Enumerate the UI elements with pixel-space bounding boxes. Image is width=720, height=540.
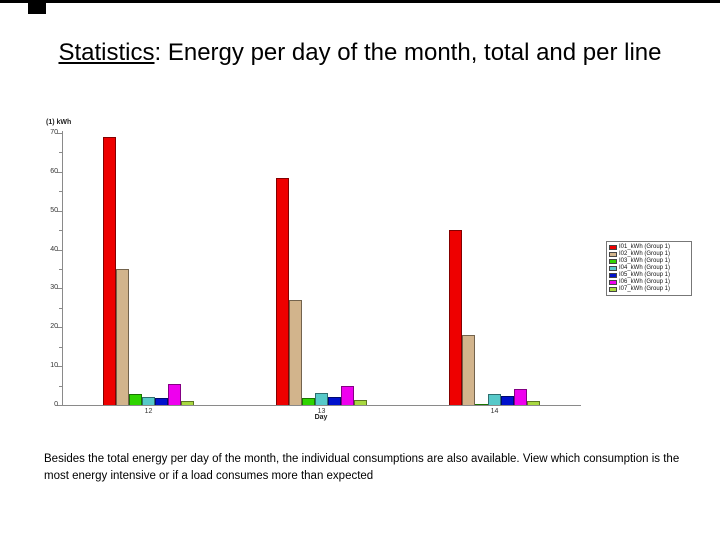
legend-item: I03_kWh (Group 1) xyxy=(609,258,689,265)
legend-label: I07_kWh (Group 1) xyxy=(619,286,671,292)
y-tick-label: 0 xyxy=(54,401,58,408)
legend-item: I02_kWh (Group 1) xyxy=(609,251,689,258)
x-axis-title: Day xyxy=(314,414,328,421)
y-tick-label: 60 xyxy=(50,167,58,175)
y-tick-label: 70 xyxy=(50,129,58,136)
bar xyxy=(142,396,155,405)
legend-label: I06_kWh (Group 1) xyxy=(619,279,671,285)
bar xyxy=(501,396,514,405)
y-minor-tick xyxy=(59,230,62,232)
bar xyxy=(302,397,315,405)
legend-label: I04_kWh (Group 1) xyxy=(619,265,671,271)
y-major-tick xyxy=(57,327,62,329)
legend-label: I05_kWh (Group 1) xyxy=(619,272,671,278)
caption-text: Besides the total energy per day of the … xyxy=(44,453,680,482)
y-axis-line xyxy=(62,131,63,406)
legend-label: I03_kWh (Group 1) xyxy=(619,258,671,264)
bar xyxy=(181,401,194,405)
legend-item: I01_kWh (Group 1) xyxy=(609,244,689,251)
y-minor-tick xyxy=(59,346,62,348)
bar xyxy=(475,403,488,405)
bar xyxy=(354,400,367,405)
legend-swatch xyxy=(609,273,617,278)
y-tick-label: 40 xyxy=(50,245,58,253)
legend-swatch xyxy=(609,245,617,250)
legend-swatch xyxy=(609,259,617,264)
y-minor-tick xyxy=(59,269,62,270)
corner-mark xyxy=(28,3,46,14)
bar xyxy=(449,230,462,405)
y-major-tick xyxy=(57,133,62,134)
slide-title: Statistics: Energy per day of the month,… xyxy=(50,36,670,70)
legend-item: I04_kWh (Group 1) xyxy=(609,265,689,272)
bar xyxy=(289,300,302,405)
bar xyxy=(315,392,328,405)
slide-top-border xyxy=(0,0,720,3)
x-tick-label: 13 xyxy=(317,408,326,415)
y-major-tick xyxy=(57,171,62,173)
bar xyxy=(155,397,168,405)
y-tick-label: 50 xyxy=(50,206,58,214)
y-tick-label: 30 xyxy=(50,284,58,292)
bar xyxy=(488,394,501,405)
legend-swatch xyxy=(609,252,617,257)
y-tick-label: 20 xyxy=(50,323,58,331)
bar xyxy=(103,136,116,405)
y-minor-tick xyxy=(59,385,62,387)
bar xyxy=(168,383,181,405)
legend: I01_kWh (Group 1) I02_kWh (Group 1) I03_kW… xyxy=(606,241,692,296)
bar xyxy=(527,401,540,405)
x-axis-line xyxy=(62,405,581,406)
y-minor-tick xyxy=(59,307,62,309)
bar xyxy=(276,177,289,405)
legend-swatch xyxy=(609,287,617,292)
legend-label: I01_kWh (Group 1) xyxy=(619,244,671,250)
bar xyxy=(129,394,142,405)
bar xyxy=(328,396,341,405)
y-major-tick xyxy=(57,249,62,251)
y-major-tick xyxy=(57,405,62,406)
legend-item: I05_kWh (Group 1) xyxy=(609,272,689,279)
y-major-tick xyxy=(57,288,62,290)
y-axis-title: (1) kWh xyxy=(46,119,72,126)
y-major-tick xyxy=(57,366,62,368)
y-minor-tick xyxy=(59,152,62,154)
bar xyxy=(341,385,354,405)
title-keyword: Statistics xyxy=(58,39,155,66)
bar xyxy=(514,389,527,405)
bar xyxy=(116,269,129,405)
legend-swatch xyxy=(609,266,617,271)
x-tick-label: 14 xyxy=(490,408,499,415)
y-minor-tick xyxy=(59,191,62,193)
y-major-tick xyxy=(57,210,62,212)
legend-item: I07_kWh (Group 1) xyxy=(609,286,689,293)
title-rest: : Energy per day of the month, total and… xyxy=(154,39,662,66)
x-tick-label: 12 xyxy=(144,408,153,415)
legend-swatch xyxy=(609,280,617,285)
bar xyxy=(462,335,475,405)
y-tick-label: 10 xyxy=(50,362,58,370)
legend-label: I02_kWh (Group 1) xyxy=(619,251,671,257)
legend-item: I06_kWh (Group 1) xyxy=(609,279,689,286)
